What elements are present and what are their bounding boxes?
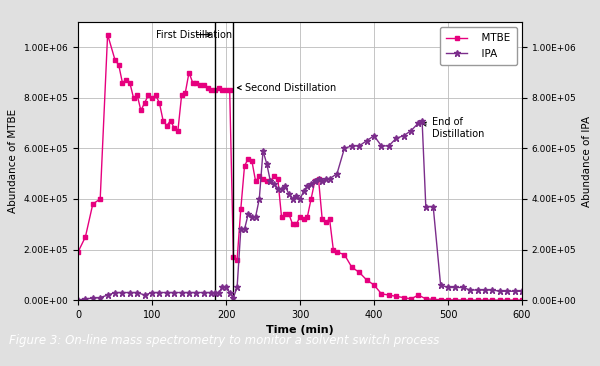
MTBE bbox=[422, 297, 430, 301]
IPA bbox=[518, 289, 526, 294]
IPA bbox=[286, 192, 293, 196]
MTBE bbox=[104, 33, 111, 37]
Text: Second Distillation: Second Distillation bbox=[238, 83, 336, 93]
IPA bbox=[263, 161, 271, 166]
Y-axis label: Abundance of IPA: Abundance of IPA bbox=[582, 116, 592, 206]
Y-axis label: Abundance of MTBE: Abundance of MTBE bbox=[8, 109, 18, 213]
IPA bbox=[170, 290, 178, 295]
MTBE bbox=[518, 298, 526, 302]
MTBE bbox=[74, 250, 82, 254]
MTBE bbox=[175, 128, 182, 133]
IPA bbox=[363, 139, 370, 143]
IPA bbox=[419, 118, 426, 123]
Text: First Distillation: First Distillation bbox=[156, 30, 232, 40]
Line: MTBE: MTBE bbox=[76, 33, 524, 302]
MTBE bbox=[182, 90, 189, 95]
Text: Figure 3: On-line mass spectrometry to monitor a solvent switch process: Figure 3: On-line mass spectrometry to m… bbox=[9, 334, 439, 347]
IPA bbox=[233, 285, 241, 290]
MTBE bbox=[503, 298, 511, 302]
MTBE bbox=[511, 298, 518, 302]
IPA bbox=[112, 290, 119, 295]
IPA bbox=[74, 298, 82, 302]
Legend:   MTBE,   IPA: MTBE, IPA bbox=[440, 27, 517, 65]
X-axis label: Time (min): Time (min) bbox=[266, 325, 334, 335]
MTBE bbox=[137, 108, 145, 113]
Text: End of
Distillation: End of Distillation bbox=[422, 117, 484, 139]
Line: IPA: IPA bbox=[75, 117, 525, 303]
